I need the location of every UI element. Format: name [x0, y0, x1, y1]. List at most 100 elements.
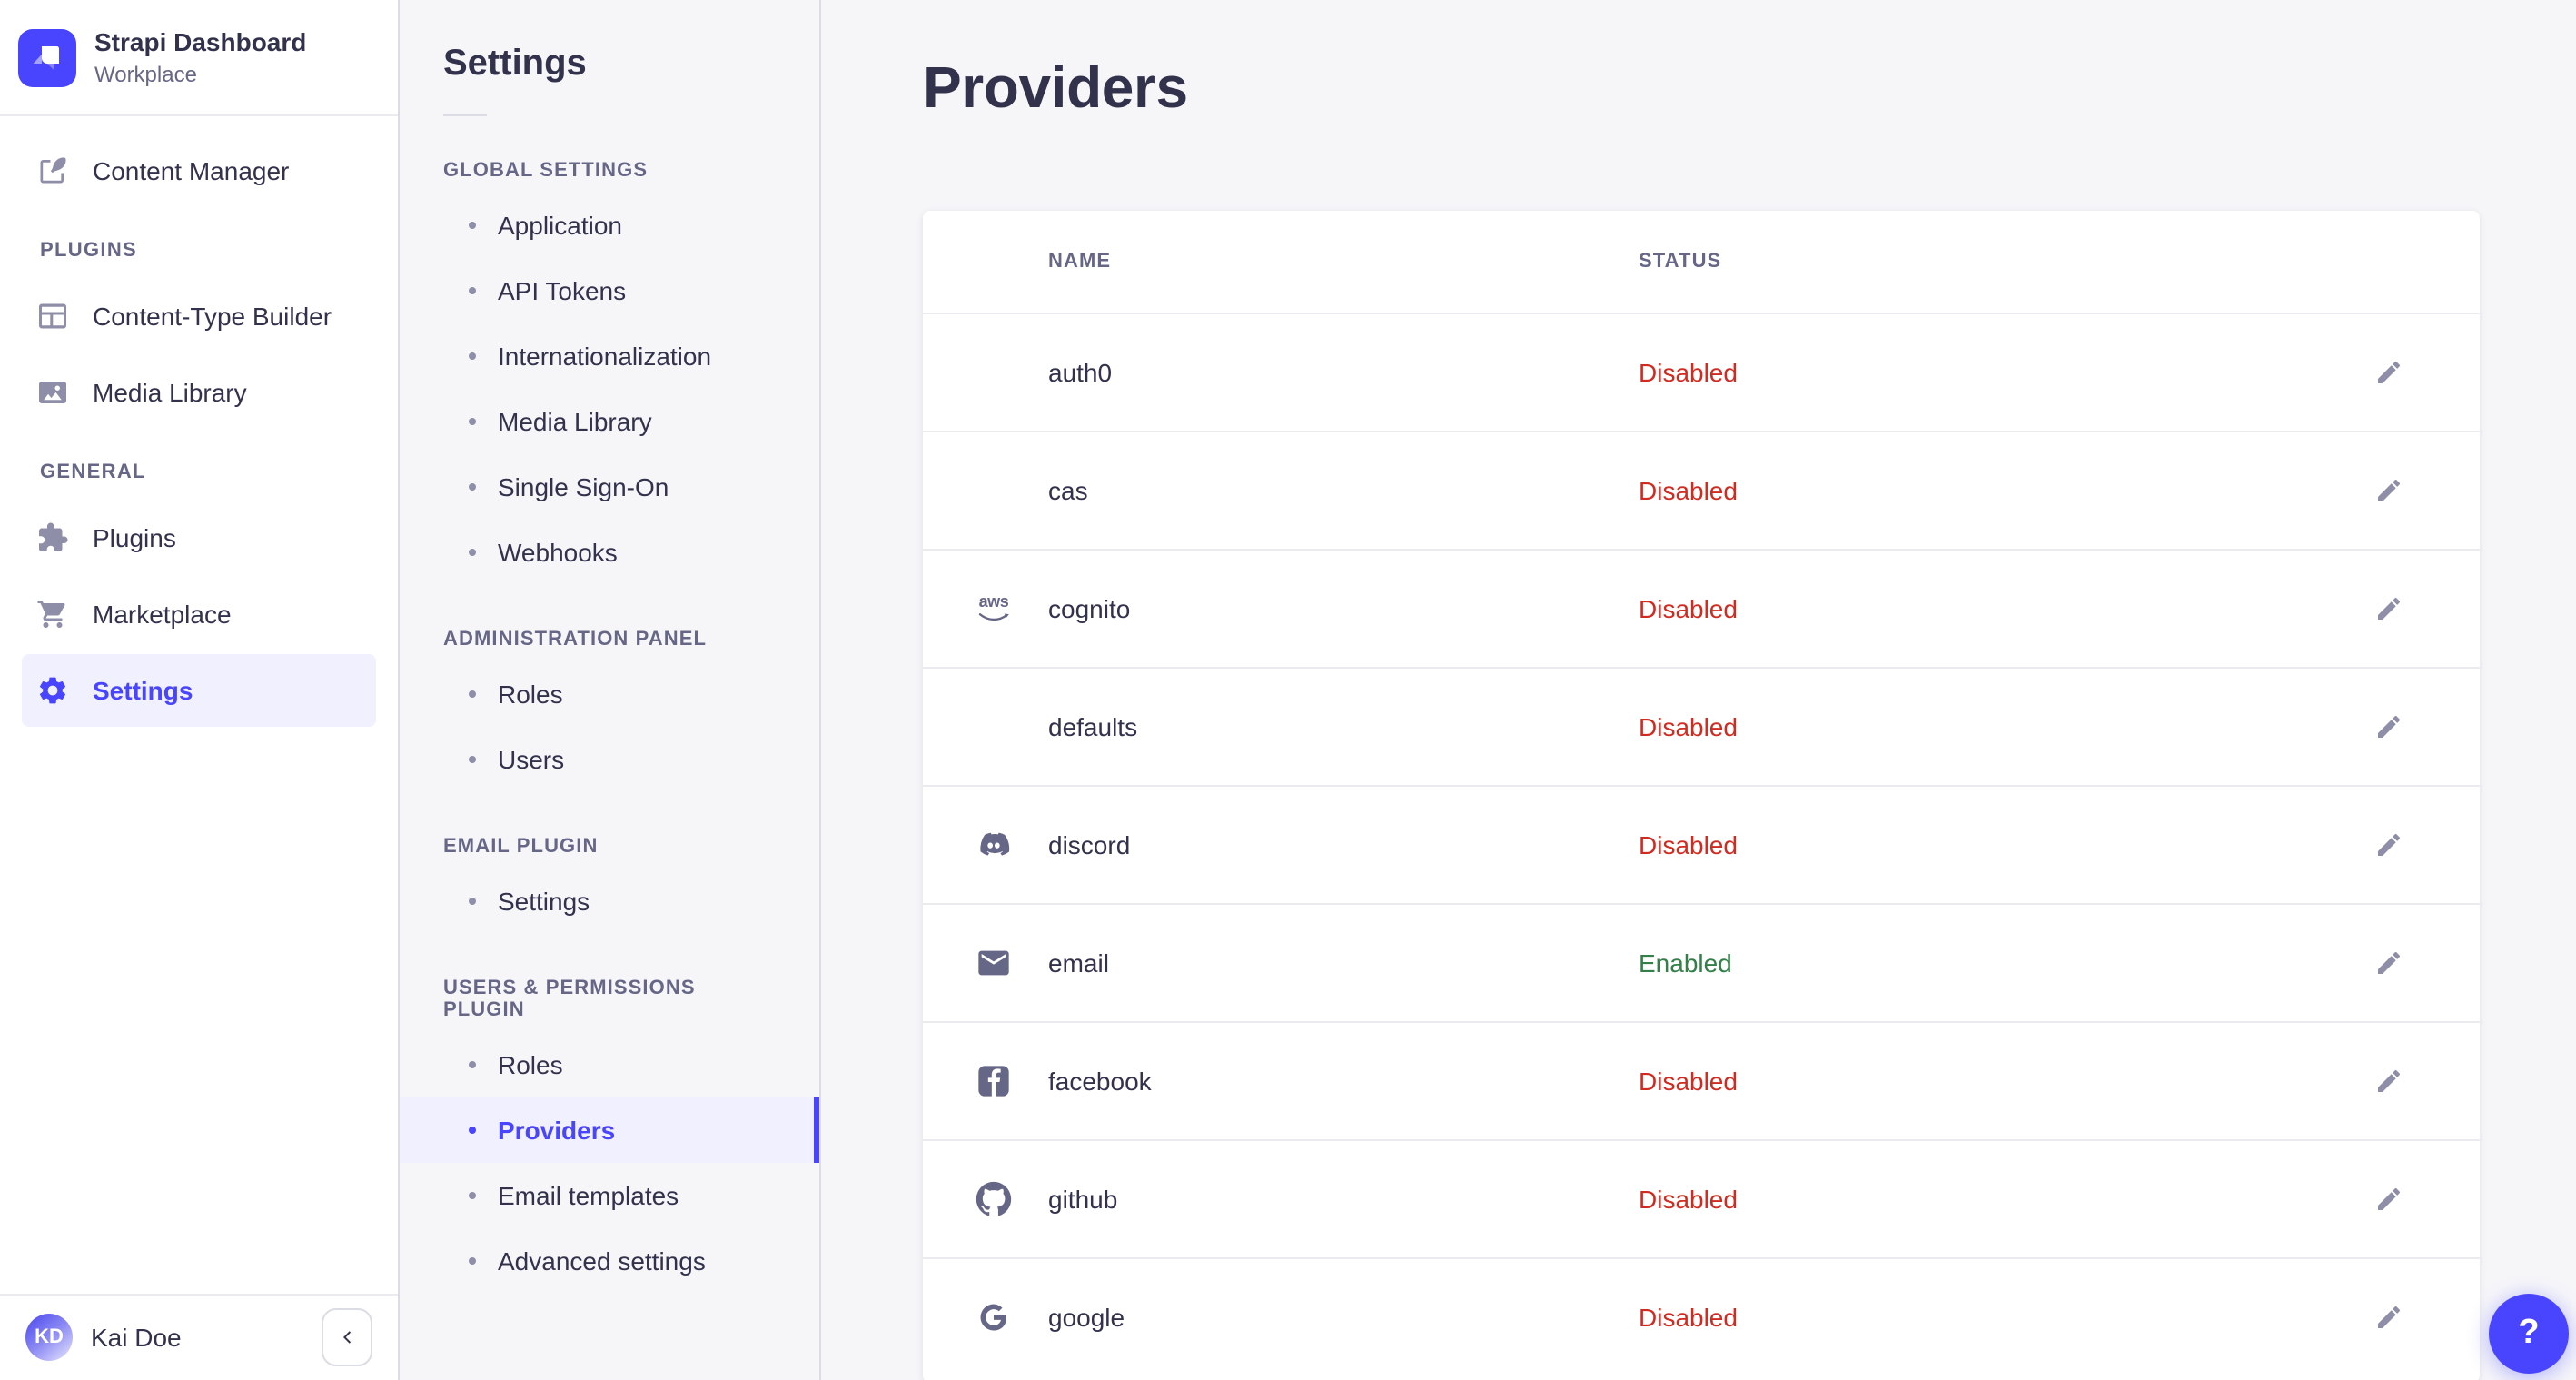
pencil-icon — [2374, 1185, 2403, 1214]
subnav-sections: GLOBAL SETTINGS Application API Tokens Inte… — [400, 160, 819, 1294]
no-icon — [976, 709, 1012, 745]
provider-row: defaults Disabled — [923, 667, 2480, 785]
sidebar-item-content-manager[interactable]: Content Manager — [22, 134, 376, 207]
column-header-name: NAME — [1048, 251, 1112, 273]
brand-subtitle: Workplace — [94, 61, 197, 87]
provider-status: Enabled — [1639, 948, 1732, 978]
subnav-section-label: ADMINISTRATION PANEL — [443, 629, 708, 650]
puzzle-icon — [36, 521, 69, 554]
github-icon-glyph — [976, 1181, 1012, 1217]
subnav-item-providers[interactable]: Providers — [400, 1097, 819, 1163]
subnav-item-roles[interactable]: Roles — [400, 661, 819, 727]
bullet-icon — [469, 1192, 476, 1199]
edit-provider-button[interactable] — [2360, 816, 2418, 874]
workspace-switcher[interactable]: Strapi Dashboard Workplace — [0, 0, 398, 116]
provider-status: Disabled — [1639, 358, 1738, 387]
pencil-icon — [2374, 1303, 2403, 1332]
no-icon — [976, 472, 1012, 509]
table-header-row: NAME STATUS — [923, 211, 2480, 313]
main-nav: Strapi Dashboard Workplace Content Manag… — [0, 0, 400, 1380]
subnav-item-users[interactable]: Users — [400, 727, 819, 792]
subnav-section-label: GLOBAL SETTINGS — [443, 160, 649, 182]
subnav-item-label: Advanced settings — [498, 1246, 706, 1276]
layout-icon-glyph — [36, 300, 69, 333]
edit-provider-button[interactable] — [2360, 698, 2418, 756]
subnav-item-advanced-settings[interactable]: Advanced settings — [400, 1228, 819, 1294]
page-title: Providers — [923, 55, 1188, 120]
provider-name: github — [1048, 1185, 1118, 1214]
subnav-item-label: Users — [498, 745, 565, 774]
subnav-item-api-tokens[interactable]: API Tokens — [400, 258, 819, 323]
image-icon-glyph — [36, 376, 69, 409]
provider-status: Disabled — [1639, 712, 1738, 741]
sidebar-item-marketplace[interactable]: Marketplace — [22, 578, 376, 650]
edit-provider-button[interactable] — [2360, 1052, 2418, 1110]
pencil-icon — [2374, 830, 2403, 859]
edit-provider-button[interactable] — [2360, 462, 2418, 520]
discord-icon-glyph — [976, 827, 1012, 863]
collapse-nav-button[interactable] — [322, 1308, 372, 1366]
subnav-title: Settings — [443, 44, 587, 84]
pencil-icon — [2374, 948, 2403, 978]
provider-row: google Disabled — [923, 1257, 2480, 1375]
nav-section-label: PLUGINS — [40, 240, 138, 262]
cart-icon-glyph — [36, 598, 69, 630]
edit-provider-button[interactable] — [2360, 934, 2418, 992]
subnav-item-label: Providers — [498, 1116, 616, 1145]
facebook-icon — [976, 1063, 1012, 1099]
sidebar-item-media-library[interactable]: Media Library — [22, 356, 376, 429]
pencil-icon — [2374, 1067, 2403, 1096]
provider-status: Disabled — [1639, 476, 1738, 505]
provider-status: Disabled — [1639, 594, 1738, 623]
gear-icon-glyph — [36, 674, 69, 707]
settings-subnav: Settings GLOBAL SETTINGS Application API T… — [400, 0, 821, 1380]
sidebar-item-settings[interactable]: Settings — [22, 654, 376, 727]
edit-provider-button[interactable] — [2360, 343, 2418, 402]
edit-provider-button[interactable] — [2360, 1170, 2418, 1228]
bullet-icon — [469, 690, 476, 698]
provider-row: auth0 Disabled — [923, 313, 2480, 431]
subnav-item-label: API Tokens — [498, 276, 627, 305]
aws-icon: aws — [976, 593, 1012, 623]
provider-status: Disabled — [1639, 1067, 1738, 1096]
subnav-item-webhooks[interactable]: Webhooks — [400, 520, 819, 585]
sidebar-item-content-type-builder[interactable]: Content-Type Builder — [22, 280, 376, 352]
gear-icon — [36, 674, 69, 707]
bullet-icon — [469, 756, 476, 763]
cart-icon — [36, 598, 69, 630]
aws-smile-icon — [976, 612, 1012, 623]
help-button[interactable]: ? — [2489, 1293, 2569, 1373]
subnav-item-single-sign-on[interactable]: Single Sign-On — [400, 454, 819, 520]
user-avatar[interactable]: KD — [25, 1314, 73, 1361]
bullet-icon — [469, 222, 476, 229]
subnav-item-settings[interactable]: Settings — [400, 869, 819, 934]
pen-icon — [36, 154, 69, 187]
subnav-item-application[interactable]: Application — [400, 193, 819, 258]
aws-icon: aws — [976, 591, 1012, 627]
provider-name: defaults — [1048, 712, 1138, 741]
subnav-item-label: Webhooks — [498, 538, 618, 567]
subnav-item-roles[interactable]: Roles — [400, 1032, 819, 1097]
bullet-icon — [469, 549, 476, 556]
subnav-item-label: Media Library — [498, 407, 652, 436]
subnav-item-email-templates[interactable]: Email templates — [400, 1163, 819, 1228]
provider-row: aws cognito Disabled — [923, 549, 2480, 667]
pencil-icon — [2374, 712, 2403, 741]
bullet-icon — [469, 1061, 476, 1068]
edit-provider-button[interactable] — [2360, 580, 2418, 638]
subnav-item-media-library[interactable]: Media Library — [400, 389, 819, 454]
sidebar-item-plugins[interactable]: Plugins — [22, 501, 376, 574]
provider-row: discord Disabled — [923, 785, 2480, 903]
provider-row: cas Disabled — [923, 431, 2480, 549]
bullet-icon — [469, 352, 476, 360]
image-icon — [36, 376, 69, 409]
provider-name: email — [1048, 948, 1109, 978]
pencil-icon — [2374, 594, 2403, 623]
provider-status: Disabled — [1639, 1185, 1738, 1214]
provider-status: Disabled — [1639, 830, 1738, 859]
bullet-icon — [469, 1257, 476, 1265]
subnav-item-internationalization[interactable]: Internationalization — [400, 323, 819, 389]
subnav-item-label: Application — [498, 211, 622, 240]
edit-provider-button[interactable] — [2360, 1288, 2418, 1346]
bullet-icon — [469, 898, 476, 905]
